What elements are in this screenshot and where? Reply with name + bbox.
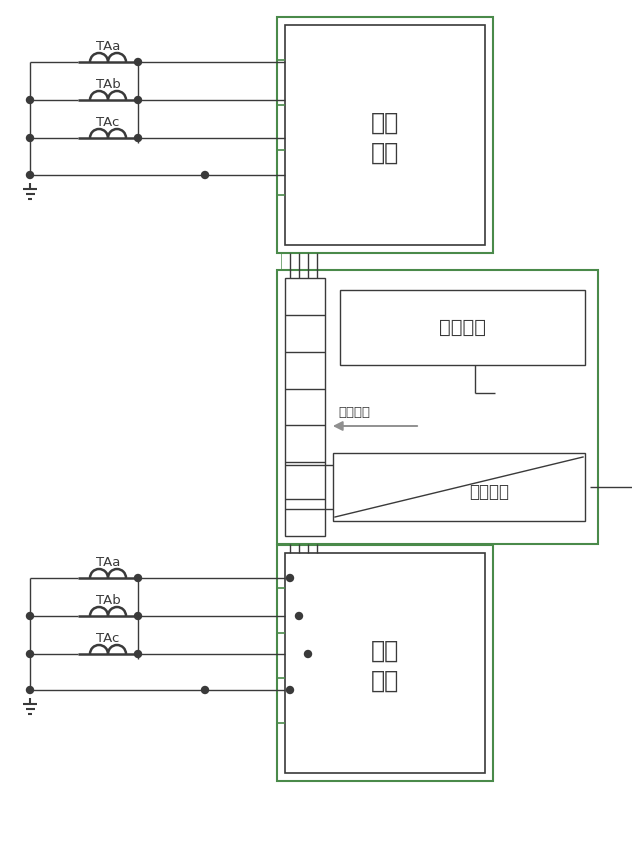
Bar bbox=[340, 290, 585, 365]
Circle shape bbox=[135, 96, 142, 104]
Text: TAc: TAc bbox=[96, 631, 119, 644]
Circle shape bbox=[202, 686, 209, 693]
Circle shape bbox=[27, 96, 33, 104]
Bar bbox=[277, 270, 598, 544]
Circle shape bbox=[27, 650, 33, 657]
Circle shape bbox=[135, 575, 142, 582]
Bar bbox=[333, 453, 585, 521]
Circle shape bbox=[286, 575, 293, 582]
Circle shape bbox=[202, 172, 209, 178]
Bar bbox=[277, 545, 493, 781]
Text: TAb: TAb bbox=[95, 594, 120, 607]
Text: 保护: 保护 bbox=[371, 639, 399, 663]
Text: 单元: 单元 bbox=[371, 141, 399, 165]
Circle shape bbox=[135, 135, 142, 142]
Text: 智能选择: 智能选择 bbox=[338, 406, 370, 419]
Bar bbox=[285, 278, 325, 536]
Circle shape bbox=[27, 172, 33, 178]
Text: 压敏电阻: 压敏电阻 bbox=[469, 483, 509, 501]
Circle shape bbox=[27, 686, 33, 693]
Circle shape bbox=[296, 613, 303, 619]
Circle shape bbox=[27, 135, 33, 142]
Text: TAb: TAb bbox=[95, 77, 120, 90]
Circle shape bbox=[286, 686, 293, 693]
Text: TAa: TAa bbox=[96, 39, 120, 52]
Bar bbox=[285, 553, 485, 773]
Circle shape bbox=[135, 58, 142, 65]
Text: TAc: TAc bbox=[96, 116, 119, 129]
Text: 智能监控: 智能监控 bbox=[439, 318, 486, 337]
Text: TAa: TAa bbox=[96, 555, 120, 569]
Bar bbox=[285, 25, 485, 245]
Circle shape bbox=[135, 613, 142, 619]
Bar bbox=[277, 17, 493, 253]
Circle shape bbox=[135, 650, 142, 657]
Text: 测量: 测量 bbox=[371, 111, 399, 135]
Text: 单元: 单元 bbox=[371, 669, 399, 693]
Circle shape bbox=[27, 613, 33, 619]
Circle shape bbox=[305, 650, 312, 657]
